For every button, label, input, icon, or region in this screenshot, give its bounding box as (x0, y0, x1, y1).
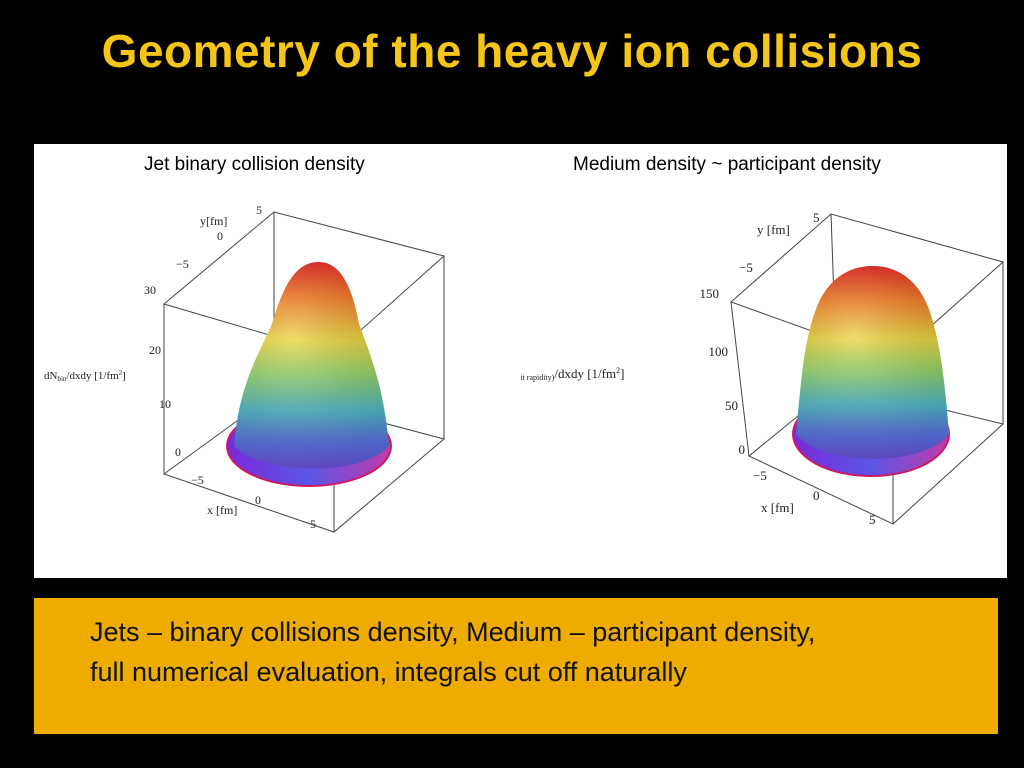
right-x-tick: 0 (813, 488, 820, 503)
right-y-axis-label: y [fm] (757, 222, 790, 237)
right-x-axis-ticks: −5 0 5 (753, 468, 876, 527)
right-x-tick: 5 (869, 512, 876, 527)
left-y-axis-label: y[fm] (200, 214, 227, 228)
summary-note-text: Jets – binary collisions density, Medium… (90, 612, 970, 692)
right-z-tick: 150 (700, 286, 720, 301)
right-z-tick: 0 (739, 442, 746, 457)
left-y-tick: −5 (176, 257, 189, 271)
right-plot-caption: Medium density ~ participant density (573, 154, 881, 175)
right-x-axis-label: x [fm] (761, 500, 794, 515)
left-y-tick: 5 (256, 203, 262, 217)
left-y-axis-ticks: 5 0 −5 (176, 203, 262, 271)
right-y-tick: −5 (739, 260, 753, 275)
figure-area: Jet binary collision density (34, 144, 1007, 578)
summary-note-line: Jets – binary collisions density, Medium… (90, 617, 816, 647)
left-x-tick: −5 (191, 473, 204, 487)
left-plot-caption: Jet binary collision density (144, 154, 365, 175)
right-z-axis-label: dN(partons/unit rapidity)/dxdy [1/fm2] (521, 366, 624, 382)
right-y-axis-ticks: 5 −5 (739, 210, 820, 275)
right-y-tick: 5 (813, 210, 820, 225)
left-z-axis-label: dNbin/dxdy [1/fm2] (44, 369, 126, 383)
left-plot-panel: Jet binary collision density (34, 144, 520, 578)
slide-title: Geometry of the heavy ion collisions (101, 25, 923, 77)
left-z-tick: 30 (144, 283, 156, 297)
right-plot-panel: Medium density ~ participant density (521, 144, 1007, 578)
right-x-tick: −5 (753, 468, 767, 483)
right-3d-surface-plot: 150 100 50 0 dN(partons/unit rapidity)/d… (521, 210, 1005, 527)
left-z-axis-ticks: 30 20 10 0 (144, 283, 181, 459)
left-surface (226, 262, 392, 487)
left-x-tick: 5 (310, 517, 316, 531)
left-z-tick: 10 (159, 397, 171, 411)
left-x-axis-label: x [fm] (207, 503, 237, 517)
right-z-tick: 50 (725, 398, 738, 413)
right-z-axis-ticks: 150 100 50 0 (700, 286, 746, 457)
left-y-tick: 0 (217, 229, 223, 243)
right-surface (792, 266, 950, 477)
left-x-axis-ticks: −5 0 5 (191, 473, 316, 531)
right-z-tick: 100 (709, 344, 729, 359)
summary-note-box: Jets – binary collisions density, Medium… (34, 598, 998, 734)
summary-note-line: full numerical evaluation, integrals cut… (90, 657, 687, 687)
left-x-tick: 0 (255, 493, 261, 507)
left-3d-surface-plot: 30 20 10 0 dNbin/dxdy [1/fm2] 5 0 −5 y[f… (44, 203, 446, 533)
left-z-tick: 0 (175, 445, 181, 459)
left-z-tick: 20 (149, 343, 161, 357)
